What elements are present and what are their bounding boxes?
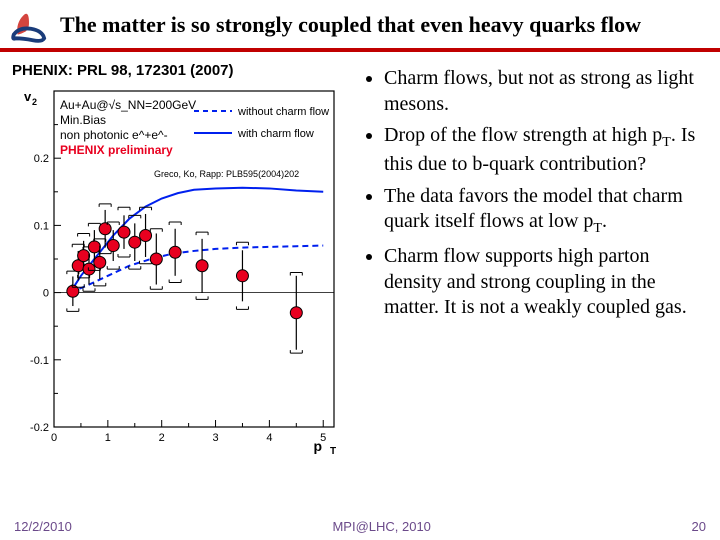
bnl-logo-icon [10, 6, 48, 44]
slide-title: The matter is so strongly coupled that e… [60, 12, 641, 38]
bullet-list: Charm flows, but not as strong as light … [360, 66, 708, 321]
svg-text:v: v [24, 89, 32, 104]
bullet-item: The data favors the model that charm qua… [384, 184, 708, 239]
content-area: PHENIX: PRL 98, 172301 (2007) 012345-0.2… [0, 62, 720, 455]
svg-text:without charm flow: without charm flow [237, 106, 329, 118]
svg-text:0: 0 [51, 432, 57, 444]
svg-text:0.2: 0.2 [34, 153, 49, 165]
svg-text:2: 2 [32, 97, 37, 107]
svg-text:Min.Bias: Min.Bias [60, 113, 106, 127]
svg-text:-0.2: -0.2 [30, 422, 49, 434]
title-rule [0, 48, 720, 52]
bullet-item: Charm flows, but not as strong as light … [384, 66, 708, 117]
svg-text:p: p [313, 438, 322, 454]
svg-text:Greco, Ko, Rapp: PLB595(2004)2: Greco, Ko, Rapp: PLB595(2004)202 [154, 169, 299, 179]
svg-text:with charm flow: with charm flow [237, 128, 314, 140]
left-column: PHENIX: PRL 98, 172301 (2007) 012345-0.2… [12, 62, 352, 455]
footer-date: 12/2/2010 [14, 519, 72, 534]
svg-text:2: 2 [159, 432, 165, 444]
svg-text:4: 4 [266, 432, 272, 444]
svg-text:non photonic e^+e^-: non photonic e^+e^- [60, 128, 168, 142]
footer-page: 20 [692, 519, 706, 534]
svg-text:3: 3 [212, 432, 218, 444]
bullet-item: Drop of the flow strength at high pT. Is… [384, 123, 708, 178]
svg-text:Au+Au@√s_NN=200GeV: Au+Au@√s_NN=200GeV [60, 98, 196, 112]
bullet-item: Charm flow supports high parton density … [384, 244, 708, 321]
data-citation: PHENIX: PRL 98, 172301 (2007) [12, 62, 352, 79]
slide-header: The matter is so strongly coupled that e… [0, 0, 720, 48]
svg-text:1: 1 [105, 432, 111, 444]
slide-footer: 12/2/2010 MPI@LHC, 2010 20 [0, 519, 720, 534]
footer-venue: MPI@LHC, 2010 [332, 519, 430, 534]
svg-text:0.1: 0.1 [34, 220, 49, 232]
svg-text:-0.1: -0.1 [30, 355, 49, 367]
svg-text:T: T [330, 446, 336, 455]
v2-chart: 012345-0.2-0.100.10.2pTv2Au+Au@√s_NN=200… [12, 85, 342, 455]
right-column: Charm flows, but not as strong as light … [352, 62, 708, 455]
svg-text:PHENIX preliminary: PHENIX preliminary [60, 143, 173, 157]
svg-text:0: 0 [43, 288, 49, 300]
